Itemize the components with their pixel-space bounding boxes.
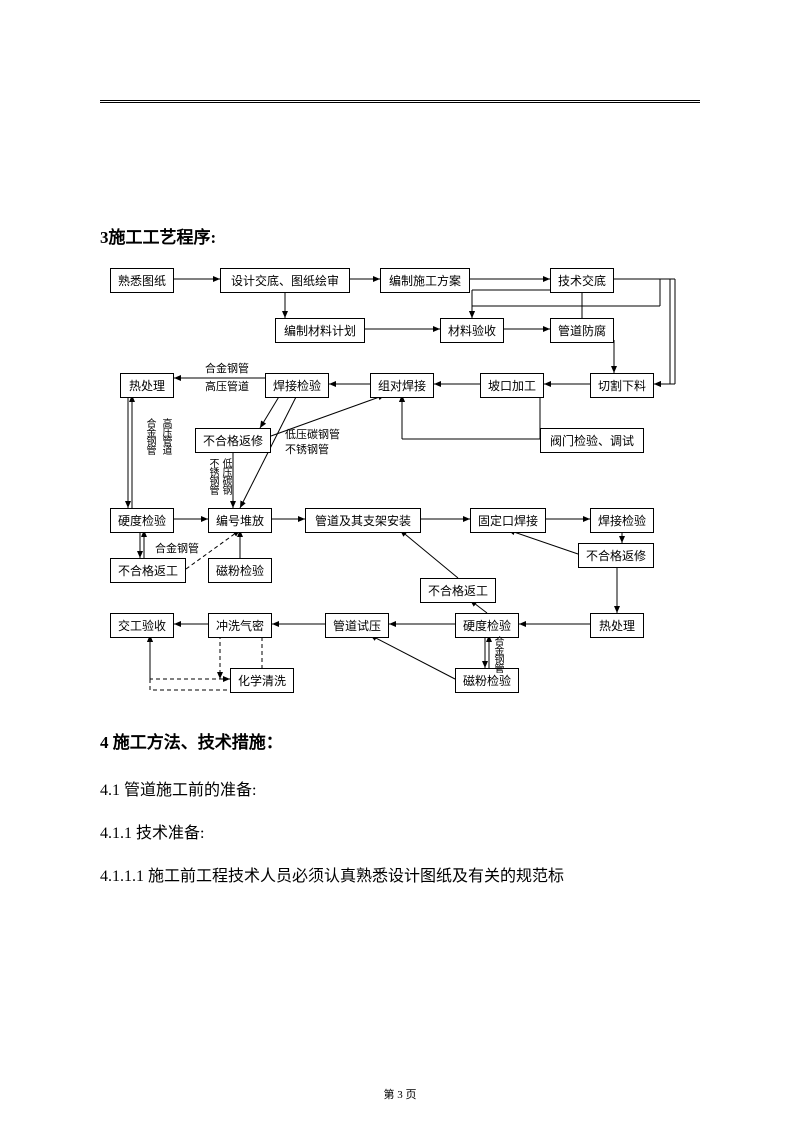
flowchart-edge-label: 不锈钢管 — [285, 441, 329, 457]
flowchart-node: 不合格返工 — [110, 558, 186, 583]
flowchart-edge-label: 不锈钢管 — [205, 458, 220, 494]
flowchart-node: 不合格返工 — [420, 578, 496, 603]
flowchart-edge-label: 合金钢管 — [142, 418, 157, 454]
flowchart-node: 编制施工方案 — [380, 268, 470, 293]
flowchart-node: 硬度检验 — [455, 613, 519, 638]
flowchart-edge-label: 合金钢管 — [205, 360, 249, 376]
section-3-title: 3施工工艺程序: — [100, 223, 700, 248]
flowchart-edge-label: 合金钢管 — [155, 540, 199, 556]
flowchart-node: 焊接检验 — [590, 508, 654, 533]
flowchart-node: 管道试压 — [325, 613, 389, 638]
flowchart-node: 磁粉检验 — [455, 668, 519, 693]
process-flowchart: 熟悉图纸 设计交底、图纸绘审 编制施工方案 技术交底编制材料计划 材料验收 管道防腐热处理… — [100, 268, 700, 698]
flowchart-node: 焊接检验 — [265, 373, 329, 398]
flowchart-node: 不合格返修 — [578, 543, 654, 568]
flowchart-node: 阀门检验、调试 — [540, 428, 644, 453]
flowchart-node: 管道及其支架安装 — [305, 508, 421, 533]
flowchart-edge-label: 高压管道 — [158, 418, 173, 454]
flowchart-node: 坡口加工 — [480, 373, 544, 398]
flowchart-node: 编号堆放 — [208, 508, 272, 533]
flowchart-node: 技术交底 — [550, 268, 614, 293]
flowchart-node: 冲洗气密 — [208, 613, 272, 638]
section-4-title: 4 施工方法、技术措施： — [100, 728, 700, 753]
flowchart-node: 不合格返修 — [195, 428, 271, 453]
flowchart-node: 设计交底、图纸绘审 — [220, 268, 350, 293]
flowchart-node: 材料验收 — [440, 318, 504, 343]
flowchart-node: 切割下料 — [590, 373, 654, 398]
flowchart-node: 热处理 — [590, 613, 644, 638]
flowchart-node: 管道防腐 — [550, 318, 614, 343]
flowchart-edge-label: 低压碳钢管 — [285, 426, 340, 442]
flowchart-node: 熟悉图纸 — [110, 268, 174, 293]
flowchart-edge-label: 低压碳钢 — [218, 458, 233, 494]
flowchart-node: 磁粉检验 — [208, 558, 272, 583]
flowchart-node: 硬度检验 — [110, 508, 174, 533]
flowchart-node: 组对焊接 — [370, 373, 434, 398]
para-4-1-1-1: 4.1.1.1 施工前工程技术人员必须认真熟悉设计图纸及有关的规范标 — [100, 859, 700, 894]
flowchart-edge-label: 高压管道 — [205, 378, 249, 394]
flowchart-node: 交工验收 — [110, 613, 174, 638]
flowchart-node: 化学清洗 — [230, 668, 294, 693]
page-number: 第 3 页 — [0, 1086, 800, 1102]
flowchart-node: 固定口焊接 — [470, 508, 546, 533]
header-double-line — [100, 100, 700, 103]
flowchart-node: 热处理 — [120, 373, 174, 398]
flowchart-edge-label: 合金钢管 — [490, 636, 505, 672]
para-4-1-1: 4.1.1 技术准备: — [100, 816, 700, 851]
para-4-1: 4.1 管道施工前的准备: — [100, 773, 700, 808]
flowchart-node: 编制材料计划 — [275, 318, 365, 343]
